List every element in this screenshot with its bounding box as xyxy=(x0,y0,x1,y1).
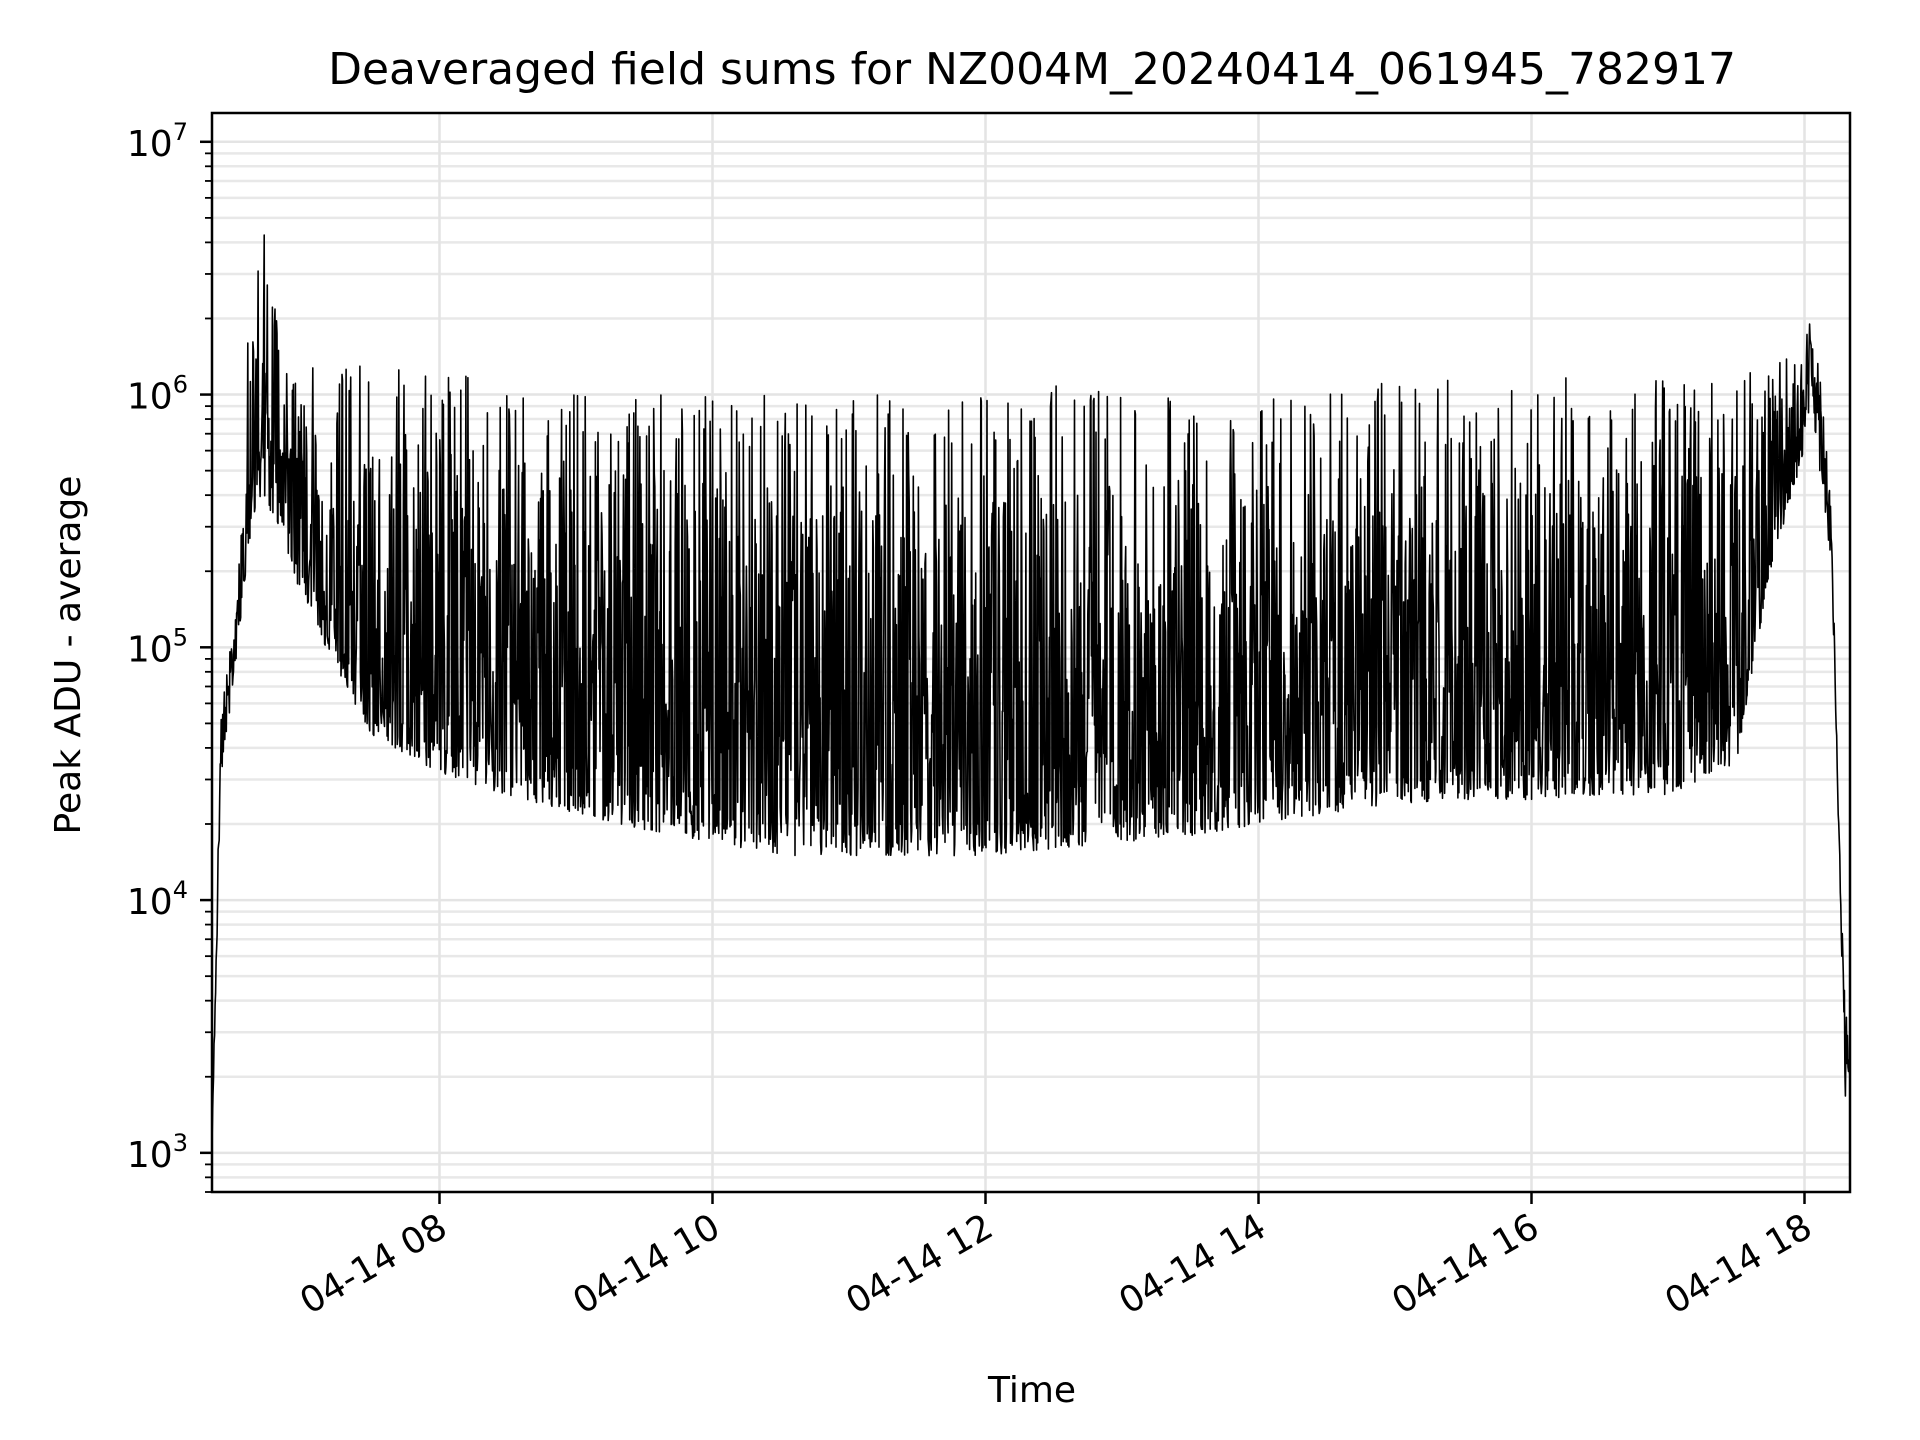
series-line xyxy=(211,234,1851,1143)
y-tick-base: 10 xyxy=(127,377,173,418)
y-tick-base: 10 xyxy=(127,882,173,923)
x-tick-label: 04-14 08 xyxy=(293,1206,454,1322)
plot-frame xyxy=(210,111,1852,1194)
y-tick-label: 105 xyxy=(127,623,188,670)
y-tick-base: 10 xyxy=(127,1135,173,1176)
y-tick-label: 107 xyxy=(127,118,188,165)
y-tick-exponent: 5 xyxy=(173,623,188,651)
x-tick-label: 04-14 12 xyxy=(839,1206,1000,1322)
y-tick-exponent: 3 xyxy=(173,1129,188,1157)
y-tick-exponent: 4 xyxy=(173,876,188,904)
y-tick-label: 103 xyxy=(127,1129,188,1176)
x-tick-label: 04-14 18 xyxy=(1658,1206,1819,1322)
x-axis-label: Time xyxy=(987,1370,1076,1411)
y-tick-base: 10 xyxy=(127,124,173,165)
y-axis-label: Peak ADU - average xyxy=(48,476,89,835)
y-tick-label: 106 xyxy=(127,371,188,418)
x-tick-label: 04-14 16 xyxy=(1385,1206,1546,1322)
x-tick-label: 04-14 14 xyxy=(1112,1206,1273,1322)
y-tick-exponent: 7 xyxy=(173,118,188,146)
y-tick-base: 10 xyxy=(127,629,173,670)
series-layer xyxy=(211,234,1851,1143)
x-tick-label: 04-14 10 xyxy=(566,1206,727,1322)
y-tick-exponent: 6 xyxy=(173,371,188,399)
chart-title: Deaveraged field sums for NZ004M_2024041… xyxy=(328,44,1736,95)
y-tick-label: 104 xyxy=(127,876,188,923)
